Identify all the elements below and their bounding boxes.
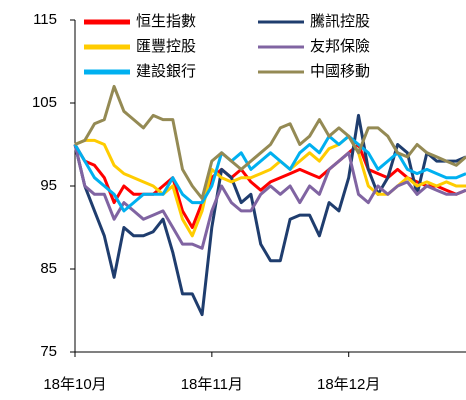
legend-label: 友邦保險 <box>310 38 370 55</box>
y-tick-label: 115 <box>33 11 57 28</box>
legend-label: 匯豐控股 <box>136 38 196 55</box>
series-line <box>73 144 466 250</box>
x-tick-label: 18年11月 <box>181 376 243 393</box>
x-tick-label: 18年10月 <box>43 376 106 393</box>
legend-label: 中國移動 <box>310 63 370 80</box>
series-line <box>73 113 466 317</box>
y-tick-label: 105 <box>32 94 57 111</box>
series-line <box>73 134 466 213</box>
y-tick-label: 95 <box>40 177 57 194</box>
series-line <box>74 84 466 200</box>
legend-label: 騰訊控股 <box>310 12 370 30</box>
series-line <box>73 143 466 229</box>
y-tick-label: 85 <box>40 260 57 277</box>
x-tick-label: 18年12月 <box>317 376 380 393</box>
y-tick-label: 75 <box>40 343 57 360</box>
legend-label: 建設銀行 <box>136 63 196 80</box>
legend-label: 恒生指數 <box>136 13 196 30</box>
